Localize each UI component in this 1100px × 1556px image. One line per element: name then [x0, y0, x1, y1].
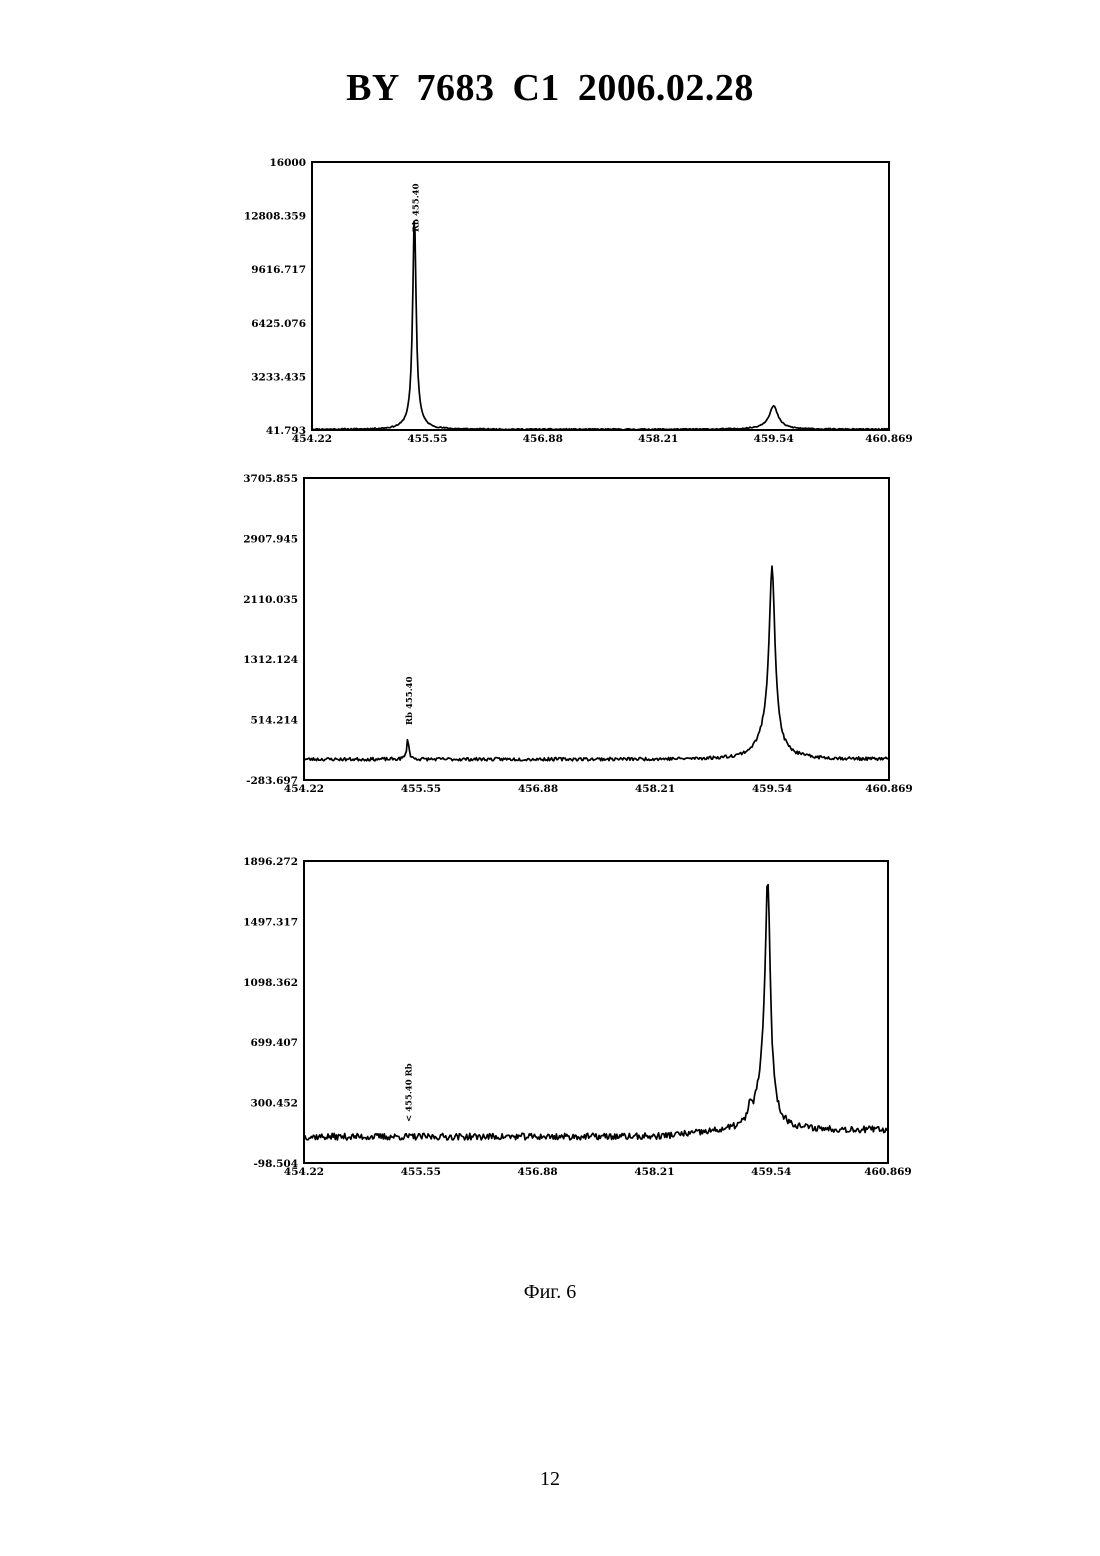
peak-label: Rb 455.40 — [405, 676, 415, 725]
y-tick-label: 2907.945 — [243, 533, 298, 545]
y-tick-label: 3233.435 — [251, 371, 306, 383]
x-tick-label: 459.54 — [751, 1166, 791, 1178]
y-tick-label: 699.407 — [251, 1037, 299, 1049]
spectrum-line — [304, 566, 889, 761]
y-tick-label: 2110.035 — [243, 594, 298, 606]
y-tick-label: 12808.359 — [244, 211, 306, 223]
spectrum-panel-3: -98.504300.452699.4071098.3621497.317189… — [243, 856, 912, 1178]
x-tick-label: 454.22 — [284, 1166, 324, 1178]
y-tick-label: 1497.317 — [243, 916, 298, 928]
y-tick-label: 300.452 — [251, 1098, 299, 1110]
plot-frame — [304, 478, 889, 780]
x-tick-label: 459.54 — [752, 783, 792, 795]
y-tick-label: 16000 — [269, 157, 306, 169]
peak-label: Rb 455.40 — [411, 183, 421, 232]
x-tick-label: 460.869 — [864, 1166, 912, 1178]
y-tick-label: 1896.272 — [243, 856, 298, 868]
y-tick-label: 9616.717 — [251, 264, 306, 276]
y-tick-label: 6425.076 — [251, 318, 306, 330]
plot-frame — [304, 861, 888, 1163]
x-tick-label: 458.21 — [638, 433, 678, 445]
x-tick-label: 455.55 — [407, 433, 447, 445]
x-tick-label: 455.55 — [401, 783, 441, 795]
x-tick-label: 456.88 — [523, 433, 563, 445]
x-tick-label: 460.869 — [865, 433, 913, 445]
y-tick-label: 1098.362 — [243, 977, 298, 989]
x-tick-label: 460.869 — [865, 783, 913, 795]
x-tick-label: 458.21 — [634, 1166, 674, 1178]
x-tick-label: 454.22 — [284, 783, 324, 795]
y-tick-label: 3705.855 — [243, 473, 298, 485]
x-tick-label: 454.22 — [292, 433, 332, 445]
x-tick-label: 459.54 — [754, 433, 794, 445]
x-tick-label: 456.88 — [518, 783, 558, 795]
spectrum-line — [304, 885, 888, 1140]
page-number: 12 — [0, 1468, 1100, 1491]
spectrum-line — [312, 221, 889, 430]
x-tick-label: 455.55 — [401, 1166, 441, 1178]
peak-label: < 455.40 Rb — [405, 1063, 415, 1122]
x-tick-label: 456.88 — [518, 1166, 558, 1178]
y-tick-label: 1312.124 — [243, 654, 298, 666]
y-tick-label: 514.214 — [251, 715, 299, 727]
plot-frame — [312, 162, 889, 430]
spectrum-panel-2: -283.697514.2141312.1242110.0352907.9453… — [243, 473, 913, 795]
figure-caption: Фиг. 6 — [0, 1281, 1100, 1304]
x-tick-label: 458.21 — [635, 783, 675, 795]
spectrum-panel-1: 41.7933233.4356425.0769616.71712808.3591… — [244, 157, 913, 445]
